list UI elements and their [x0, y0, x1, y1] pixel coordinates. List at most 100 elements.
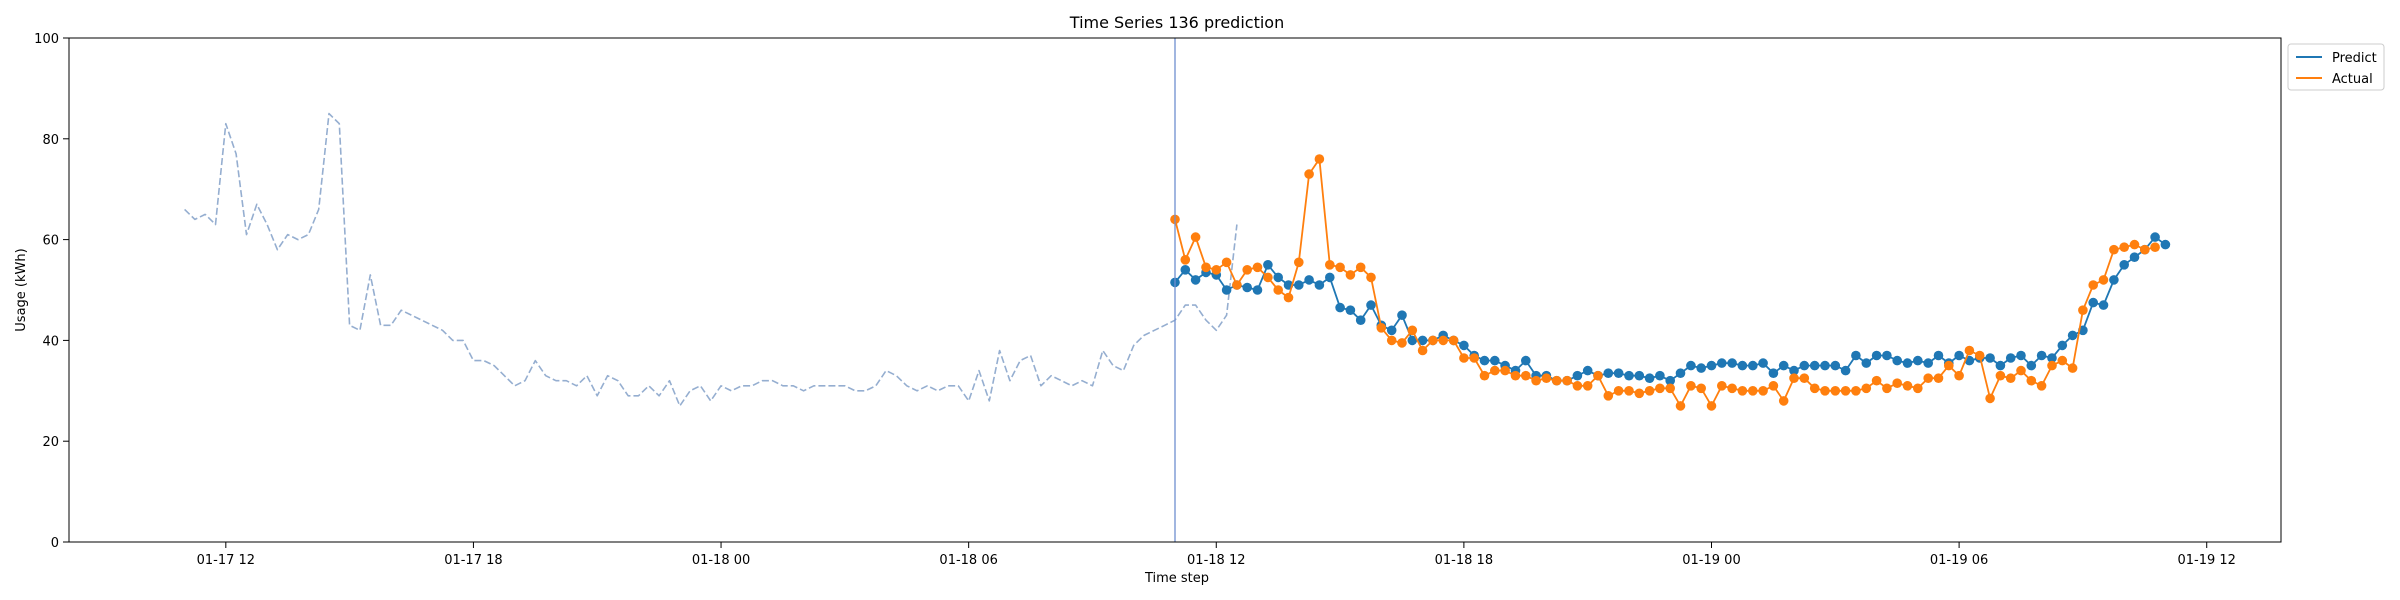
data-point-predict — [1737, 360, 1748, 371]
data-point-predict — [2026, 360, 2037, 371]
data-point-actual — [1603, 391, 1614, 401]
series-line-predict — [1174, 236, 2166, 382]
data-point-predict — [1665, 375, 1675, 386]
data-point-actual — [1717, 381, 1727, 391]
data-point-predict — [1366, 300, 1376, 310]
data-point-actual — [1376, 323, 1387, 333]
data-point-actual — [1242, 265, 1252, 275]
y-axis-label: Usage (kWh) — [14, 248, 29, 331]
data-point-actual — [1902, 381, 1913, 391]
y-tick-label: 40 — [42, 334, 59, 349]
data-point-actual — [1551, 375, 1562, 386]
chart-title: Time Series 136 prediction — [1069, 13, 1284, 32]
data-point-actual — [1954, 370, 1964, 381]
data-point-actual — [1510, 370, 1521, 381]
data-point-predict — [1459, 340, 1469, 351]
data-point-predict — [1892, 355, 1902, 366]
data-point-actual — [1624, 386, 1634, 396]
data-point-predict — [1799, 360, 1810, 371]
data-point-predict — [1624, 370, 1634, 381]
plot-frame — [68, 37, 2282, 543]
data-point-actual — [2016, 365, 2026, 376]
data-point-predict — [1933, 350, 1944, 361]
data-point-actual — [1335, 262, 1345, 273]
data-point-predict — [1644, 373, 1655, 384]
data-point-predict — [1820, 360, 1830, 371]
data-point-predict — [1273, 272, 1283, 283]
data-point-predict — [2047, 353, 2057, 363]
data-point-actual — [2098, 275, 2109, 285]
x-tick-label: 01-19 12 — [2177, 553, 2235, 568]
data-point-actual — [1913, 383, 1923, 394]
data-point-predict — [1263, 260, 1273, 270]
data-point-actual — [1706, 401, 1717, 411]
data-point-actual — [1778, 396, 1789, 406]
data-point-predict — [1871, 350, 1882, 361]
data-point-predict — [1717, 358, 1727, 368]
data-point-actual — [1768, 381, 1779, 391]
data-point-predict — [1861, 358, 1872, 368]
data-point-actual — [1562, 375, 1572, 386]
data-point-actual — [1479, 370, 1490, 381]
x-axis: 01-17 12 01-17 18 01-18 00 01-18 06 01-18 12… — [197, 542, 2236, 568]
data-point-actual — [1995, 370, 2006, 381]
data-point-actual — [1871, 375, 1882, 386]
data-point-actual — [1428, 335, 1438, 346]
data-point-predict — [1748, 360, 1758, 371]
data-point-actual — [1438, 335, 1448, 346]
data-point-predict — [1355, 315, 1366, 326]
data-point-actual — [1944, 360, 1954, 371]
data-point-predict — [1675, 368, 1686, 379]
data-point-actual — [1366, 272, 1376, 283]
y-axis: 0 20 40 60 80 100 — [34, 32, 69, 551]
x-tick-label: 01-19 06 — [1930, 553, 1988, 568]
data-point-actual — [1613, 386, 1624, 396]
data-point-actual — [1500, 365, 1510, 376]
data-point-predict — [2150, 232, 2160, 242]
data-point-actual — [1252, 262, 1263, 273]
data-point-predict — [1572, 370, 1583, 381]
series-line-history — [184, 112, 1238, 407]
data-point-predict — [2109, 275, 2119, 285]
data-point-actual — [2150, 242, 2160, 252]
x-tick-label: 01-18 06 — [939, 553, 997, 568]
x-tick-label: 01-19 00 — [1682, 553, 1740, 568]
data-point-predict — [1521, 355, 1531, 366]
data-point-predict — [1490, 355, 1500, 366]
data-point-actual — [2057, 355, 2068, 366]
data-point-predict — [1304, 275, 1314, 285]
data-point-predict — [1294, 280, 1304, 290]
data-point-actual — [1851, 386, 1861, 396]
data-point-predict — [1335, 302, 1345, 313]
data-point-predict — [1985, 353, 1995, 363]
data-point-actual — [2005, 373, 2016, 384]
data-point-predict — [1221, 285, 1232, 295]
data-point-actual — [1840, 386, 1851, 396]
data-point-actual — [1593, 370, 1603, 381]
y-tick-label: 100 — [34, 32, 59, 47]
data-point-predict — [1686, 360, 1696, 371]
data-point-actual — [1675, 401, 1686, 411]
data-point-predict — [1768, 368, 1779, 379]
data-point-actual — [2047, 360, 2057, 371]
data-point-predict — [1314, 280, 1325, 290]
data-point-predict — [1882, 350, 1892, 361]
data-point-predict — [1613, 368, 1624, 379]
data-point-actual — [2078, 305, 2088, 316]
data-point-actual — [1882, 383, 1892, 394]
data-point-actual — [1469, 353, 1479, 363]
data-point-actual — [1830, 386, 1841, 396]
data-point-predict — [1789, 365, 1799, 376]
data-point-actual — [1789, 373, 1799, 384]
data-point-actual — [1933, 373, 1944, 384]
data-point-actual — [2036, 381, 2047, 391]
data-point-actual — [1686, 381, 1696, 391]
data-point-actual — [1490, 365, 1500, 376]
data-point-actual — [1345, 270, 1356, 280]
data-point-actual — [1799, 373, 1810, 384]
data-point-actual — [1304, 169, 1314, 179]
data-point-actual — [1180, 254, 1191, 265]
data-point-actual — [1221, 257, 1232, 268]
data-point-actual — [1263, 272, 1273, 283]
data-point-predict — [1809, 360, 1820, 371]
